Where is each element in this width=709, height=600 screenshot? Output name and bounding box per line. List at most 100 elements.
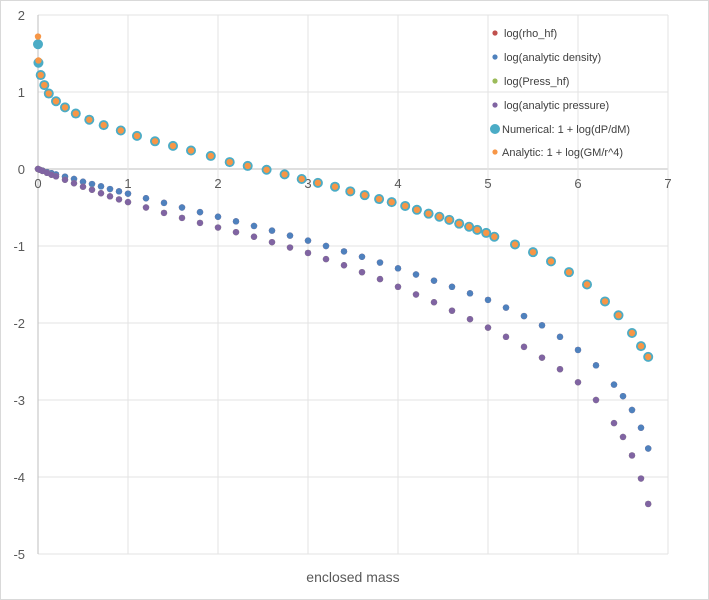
data-point	[45, 90, 52, 97]
data-point	[232, 218, 240, 225]
data-point	[250, 233, 258, 240]
data-point	[637, 342, 645, 350]
data-point	[610, 419, 618, 427]
data-point	[340, 248, 348, 255]
data-point	[376, 275, 384, 283]
legend-label: log(rho_hf)	[504, 28, 557, 40]
x-tick-label: 3	[304, 176, 311, 191]
data-point	[574, 346, 582, 354]
data-point	[466, 315, 474, 323]
data-point	[347, 188, 354, 195]
data-point	[304, 249, 312, 257]
legend-label: log(analytic density)	[504, 52, 601, 64]
data-point	[106, 185, 114, 193]
data-point	[214, 213, 222, 220]
data-point	[124, 190, 132, 197]
data-point	[88, 186, 96, 193]
x-axis-label: enclosed mass	[306, 569, 399, 585]
data-point	[37, 71, 44, 79]
data-point	[196, 219, 204, 227]
y-tick-label: -3	[13, 393, 25, 408]
data-point	[133, 132, 141, 140]
data-point	[547, 258, 555, 265]
x-tick-label: 0	[34, 176, 41, 191]
data-point	[448, 283, 456, 291]
data-point	[402, 202, 409, 210]
data-points	[33, 33, 654, 508]
legend-marker	[492, 102, 498, 108]
y-tick-label: -4	[13, 470, 25, 485]
data-point	[52, 98, 60, 105]
data-point	[375, 195, 383, 203]
x-tick-label: 6	[574, 176, 581, 191]
data-point	[286, 244, 294, 251]
data-point	[322, 255, 330, 263]
legend-label: log(Press_hf)	[504, 76, 569, 88]
data-point	[232, 228, 240, 236]
data-point	[268, 227, 276, 234]
data-point	[178, 214, 186, 222]
data-point	[412, 271, 420, 278]
data-point	[491, 233, 498, 240]
data-point	[70, 180, 78, 187]
data-point	[207, 152, 214, 160]
data-point	[263, 166, 270, 173]
y-tick-label: -1	[13, 239, 25, 254]
data-point	[592, 396, 600, 404]
y-tick-label: 1	[18, 85, 25, 100]
data-point	[529, 248, 537, 256]
data-point	[178, 204, 186, 211]
data-point	[456, 220, 463, 227]
data-point	[187, 147, 195, 154]
data-point	[394, 283, 402, 291]
data-point	[484, 296, 492, 304]
legend-marker	[492, 149, 498, 155]
data-point	[160, 209, 168, 217]
data-point	[619, 392, 627, 400]
x-tick-label: 5	[484, 176, 491, 191]
data-point	[72, 110, 80, 117]
data-point	[41, 81, 48, 89]
data-point	[601, 298, 609, 305]
data-point	[34, 33, 42, 40]
data-point	[250, 222, 258, 230]
data-point	[79, 178, 87, 185]
data-point	[115, 196, 123, 203]
x-tick-label: 1	[124, 176, 131, 191]
series-2	[34, 165, 652, 452]
data-point	[97, 190, 105, 197]
data-point	[142, 204, 150, 211]
data-point	[474, 226, 481, 234]
data-point	[376, 259, 384, 266]
data-point	[151, 138, 159, 145]
legend-label: Numerical: 1 + log(dP/dM)	[502, 124, 630, 136]
data-point	[466, 290, 474, 297]
data-point	[388, 198, 395, 206]
data-point	[645, 353, 652, 361]
data-point	[484, 324, 492, 331]
data-point	[226, 158, 233, 166]
data-point	[619, 433, 627, 441]
data-point	[142, 195, 150, 202]
series-1	[34, 165, 652, 452]
data-point	[115, 188, 123, 195]
data-point	[446, 216, 453, 224]
data-point	[538, 322, 546, 329]
data-point	[565, 268, 573, 276]
gridlines	[37, 14, 669, 555]
data-point	[465, 223, 473, 230]
data-point	[35, 57, 42, 64]
y-tick-label: 2	[18, 8, 25, 23]
data-point	[502, 333, 510, 341]
data-point	[556, 366, 564, 373]
data-point	[425, 210, 432, 217]
data-point	[106, 193, 114, 200]
data-point	[196, 208, 204, 216]
data-point	[502, 304, 510, 311]
data-point	[314, 179, 322, 187]
data-point	[124, 198, 132, 206]
data-point	[615, 312, 622, 319]
data-point	[52, 173, 60, 180]
data-point	[412, 291, 420, 298]
data-point	[538, 354, 546, 361]
